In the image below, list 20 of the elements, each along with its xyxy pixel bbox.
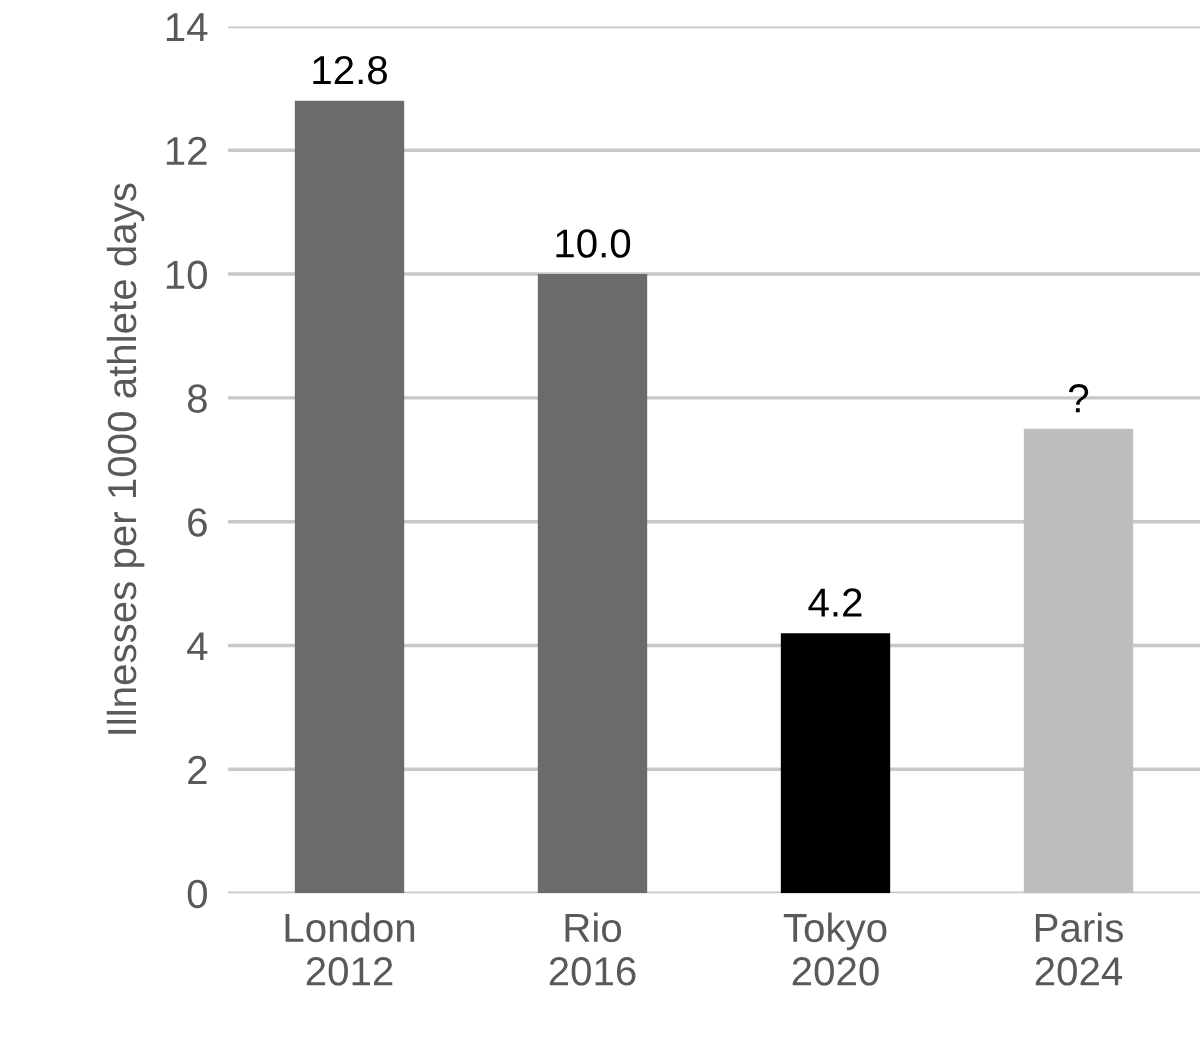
y-tick-label: 4 [187,632,208,661]
y-tick-label: 0 [187,879,207,909]
y-tick-label: 14 [166,13,208,42]
bar [780,633,891,894]
x-tick-label: Rio 2016 [549,912,636,986]
x-tick-label: Tokyo 2020 [783,912,887,986]
data-label: 4.2 [808,588,862,617]
y-tick-label: 6 [188,508,207,537]
y-tick-label: 10 [166,260,207,290]
data-label: 10.0 [556,229,631,258]
bar [537,274,648,894]
data-label: 12.8 [313,55,387,85]
bar [294,100,405,894]
y-tick-label: 8 [187,384,207,413]
x-tick-label: London 2012 [285,912,415,986]
data-label: ? [1068,384,1089,413]
y-tick-label: 12 [166,136,207,165]
x-tick-label: Paris 2024 [1035,912,1123,986]
y-axis-title: Illnesses per 1000 athlete days [106,183,145,734]
y-tick-label: 2 [188,755,207,784]
